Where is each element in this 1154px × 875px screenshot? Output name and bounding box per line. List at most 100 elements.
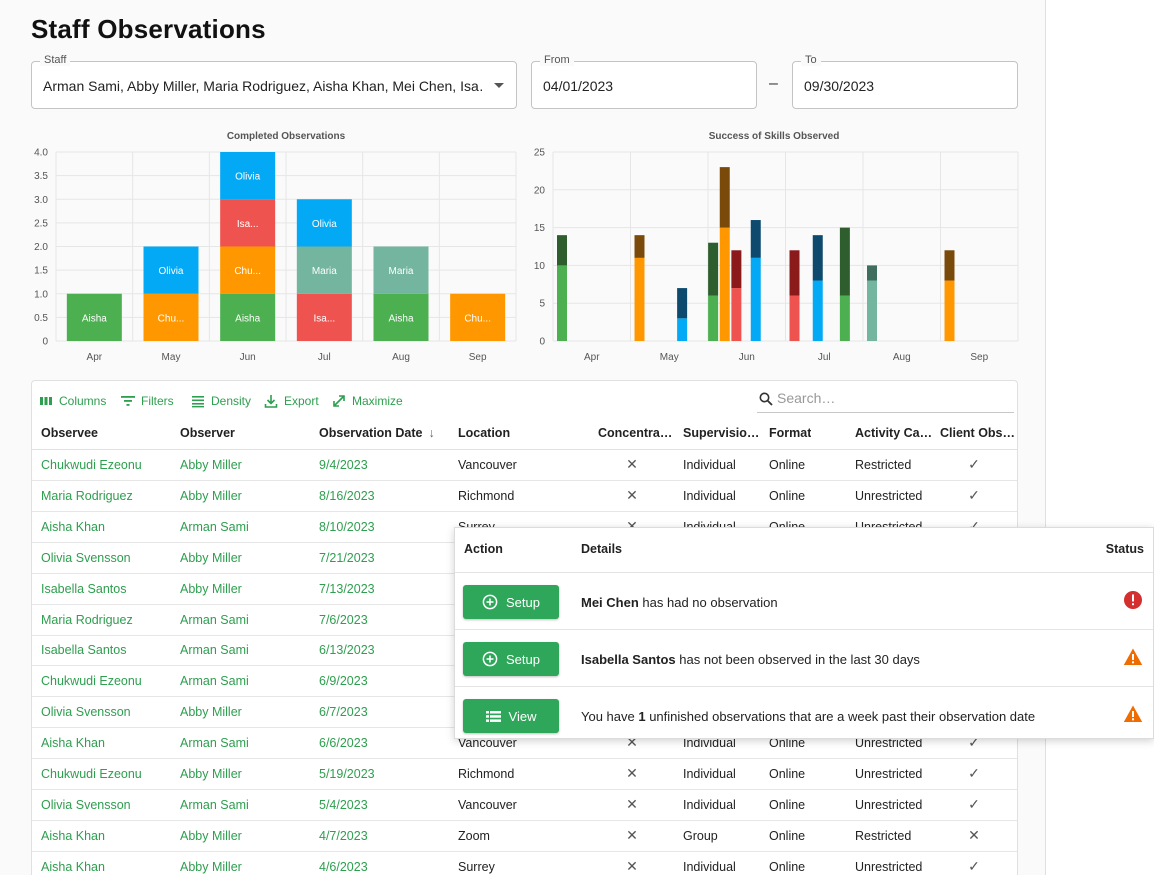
table-row[interactable]: Aisha Khan Abby Miller 4/7/2023 Zoom ✕ Group O…: [32, 821, 1017, 852]
bar-segment-top[interactable]: [708, 242, 719, 296]
cell-observer[interactable]: Abby Miller: [180, 550, 242, 565]
cell-observer[interactable]: Arman Sami: [180, 643, 249, 658]
columns-button[interactable]: Columns: [39, 393, 106, 409]
bar-segment-base[interactable]: [634, 257, 645, 341]
bar-segment[interactable]: [66, 293, 122, 341]
cell-observee[interactable]: Olivia Svensson: [41, 550, 131, 565]
bar-segment-top[interactable]: [839, 227, 850, 296]
bar-segment-top[interactable]: [634, 235, 645, 258]
table-row[interactable]: Olivia Svensson Arman Sami 5/4/2023 Vancouv…: [32, 790, 1017, 821]
bar-segment[interactable]: [143, 293, 199, 341]
search-box[interactable]: [757, 387, 1014, 413]
cell-observation-date[interactable]: 5/19/2023: [319, 767, 375, 781]
col-header-format[interactable]: Format: [769, 426, 812, 440]
bar-segment-top[interactable]: [812, 235, 823, 281]
cell-observee[interactable]: Chukwudi Ezeonu: [41, 674, 142, 689]
cell-observer[interactable]: Arman Sami: [180, 519, 249, 534]
bar-segment-base[interactable]: [731, 288, 742, 341]
density-button[interactable]: Density: [191, 393, 251, 409]
cell-observer[interactable]: Abby Miller: [180, 859, 242, 874]
col-header-client-observation[interactable]: Client Obs…: [940, 426, 1016, 440]
cell-observee[interactable]: Olivia Svensson: [41, 705, 131, 720]
bar-segment-base[interactable]: [867, 280, 877, 341]
cell-observation-date[interactable]: 5/4/2023: [319, 797, 368, 812]
cell-observer[interactable]: Arman Sami: [180, 736, 249, 751]
bar-segment-base[interactable]: [557, 265, 567, 341]
cell-observee[interactable]: Isabella Santos: [41, 581, 127, 596]
cell-observation-date[interactable]: 9/4/2023: [319, 458, 368, 472]
cell-observee[interactable]: Maria Rodriguez: [41, 612, 133, 627]
from-date-field[interactable]: From 04/01/2023: [531, 54, 757, 109]
bar-segment-base[interactable]: [708, 295, 719, 341]
cell-observer[interactable]: Abby Miller: [180, 767, 242, 781]
export-button[interactable]: Export: [264, 393, 319, 409]
search-input[interactable]: [777, 390, 997, 406]
cell-observer[interactable]: Abby Miller: [180, 705, 242, 720]
cell-observation-date[interactable]: 7/13/2023: [319, 581, 375, 596]
cell-observation-date[interactable]: 6/9/2023: [319, 674, 368, 689]
cell-observer[interactable]: Arman Sami: [180, 674, 249, 689]
chevron-down-icon[interactable]: [494, 83, 504, 88]
cell-observee[interactable]: Aisha Khan: [41, 736, 105, 751]
table-row[interactable]: Maria Rodriguez Abby Miller 8/16/2023 Richm…: [32, 481, 1017, 512]
col-header-observer[interactable]: Observer: [180, 426, 235, 440]
col-header-observee[interactable]: Observee: [41, 426, 98, 440]
filters-button[interactable]: Filters: [121, 393, 174, 409]
maximize-button[interactable]: Maximize: [332, 393, 403, 409]
cell-observation-date[interactable]: 6/6/2023: [319, 736, 368, 751]
cell-observation-date[interactable]: 8/10/2023: [319, 519, 375, 534]
cell-observation-date[interactable]: 6/13/2023: [319, 643, 375, 658]
cell-observation-date[interactable]: 6/7/2023: [319, 705, 368, 720]
bar-segment[interactable]: [220, 152, 276, 200]
cell-observation-date[interactable]: 4/7/2023: [319, 828, 368, 843]
table-row[interactable]: Chukwudi Ezeonu Abby Miller 5/19/2023 Richm…: [32, 759, 1017, 790]
bar-segment[interactable]: [220, 293, 276, 341]
to-date-field[interactable]: To 09/30/2023: [792, 54, 1018, 109]
col-header-concentration[interactable]: Concentra…: [598, 426, 673, 440]
cell-observation-date[interactable]: 7/6/2023: [319, 612, 368, 627]
bar-segment-top[interactable]: [719, 167, 730, 228]
cell-observer[interactable]: Abby Miller: [180, 458, 242, 472]
cell-observee[interactable]: Aisha Khan: [41, 519, 105, 534]
bar-segment[interactable]: [220, 246, 276, 294]
bar-segment[interactable]: [373, 246, 429, 294]
col-header-observation-date[interactable]: Observation Date ↓: [319, 426, 435, 440]
bar-segment-top[interactable]: [944, 250, 955, 281]
cell-observation-date[interactable]: 7/21/2023: [319, 550, 375, 565]
bar-segment-top[interactable]: [677, 288, 688, 319]
col-header-supervision[interactable]: Supervisio…: [683, 426, 760, 440]
cell-observer[interactable]: Abby Miller: [180, 488, 242, 503]
cell-observee[interactable]: Isabella Santos: [41, 643, 127, 658]
bar-segment[interactable]: [450, 293, 506, 341]
bar-segment[interactable]: [373, 293, 429, 341]
cell-observer[interactable]: Arman Sami: [180, 797, 249, 812]
sort-desc-icon[interactable]: ↓: [428, 426, 435, 440]
cell-observee[interactable]: Olivia Svensson: [41, 797, 131, 812]
bar-segment-base[interactable]: [677, 318, 688, 341]
setup-button[interactable]: Setup: [463, 585, 559, 619]
bar-segment[interactable]: [296, 293, 352, 341]
cell-observer[interactable]: Arman Sami: [180, 612, 249, 627]
view-button[interactable]: View: [463, 699, 559, 733]
cell-observee[interactable]: Aisha Khan: [41, 859, 105, 874]
bar-segment-base[interactable]: [719, 227, 730, 341]
bar-segment-base[interactable]: [812, 280, 823, 341]
bar-segment[interactable]: [296, 246, 352, 294]
cell-observee[interactable]: Aisha Khan: [41, 828, 105, 843]
cell-observation-date[interactable]: 4/6/2023: [319, 859, 368, 874]
bar-segment[interactable]: [296, 199, 352, 247]
table-row[interactable]: Isabella Santos Abby Miller 7/13/2023: [32, 574, 1017, 605]
bar-segment[interactable]: [143, 246, 199, 294]
bar-segment-base[interactable]: [789, 295, 800, 341]
cell-observer[interactable]: Abby Miller: [180, 581, 242, 596]
table-row[interactable]: Aisha Khan Abby Miller 4/6/2023 Surrey ✕ Indi…: [32, 852, 1017, 875]
bar-segment-top[interactable]: [750, 220, 761, 258]
table-row[interactable]: Chukwudi Ezeonu Abby Miller 9/4/2023 Vancou…: [32, 450, 1017, 481]
bar-segment-top[interactable]: [557, 235, 567, 266]
cell-observee[interactable]: Chukwudi Ezeonu: [41, 767, 142, 781]
bar-segment-top[interactable]: [867, 265, 877, 281]
bar-segment[interactable]: [220, 199, 276, 247]
bar-segment-top[interactable]: [789, 250, 800, 296]
col-header-activity-category[interactable]: Activity Ca…: [855, 426, 933, 440]
bar-segment-base[interactable]: [839, 295, 850, 341]
